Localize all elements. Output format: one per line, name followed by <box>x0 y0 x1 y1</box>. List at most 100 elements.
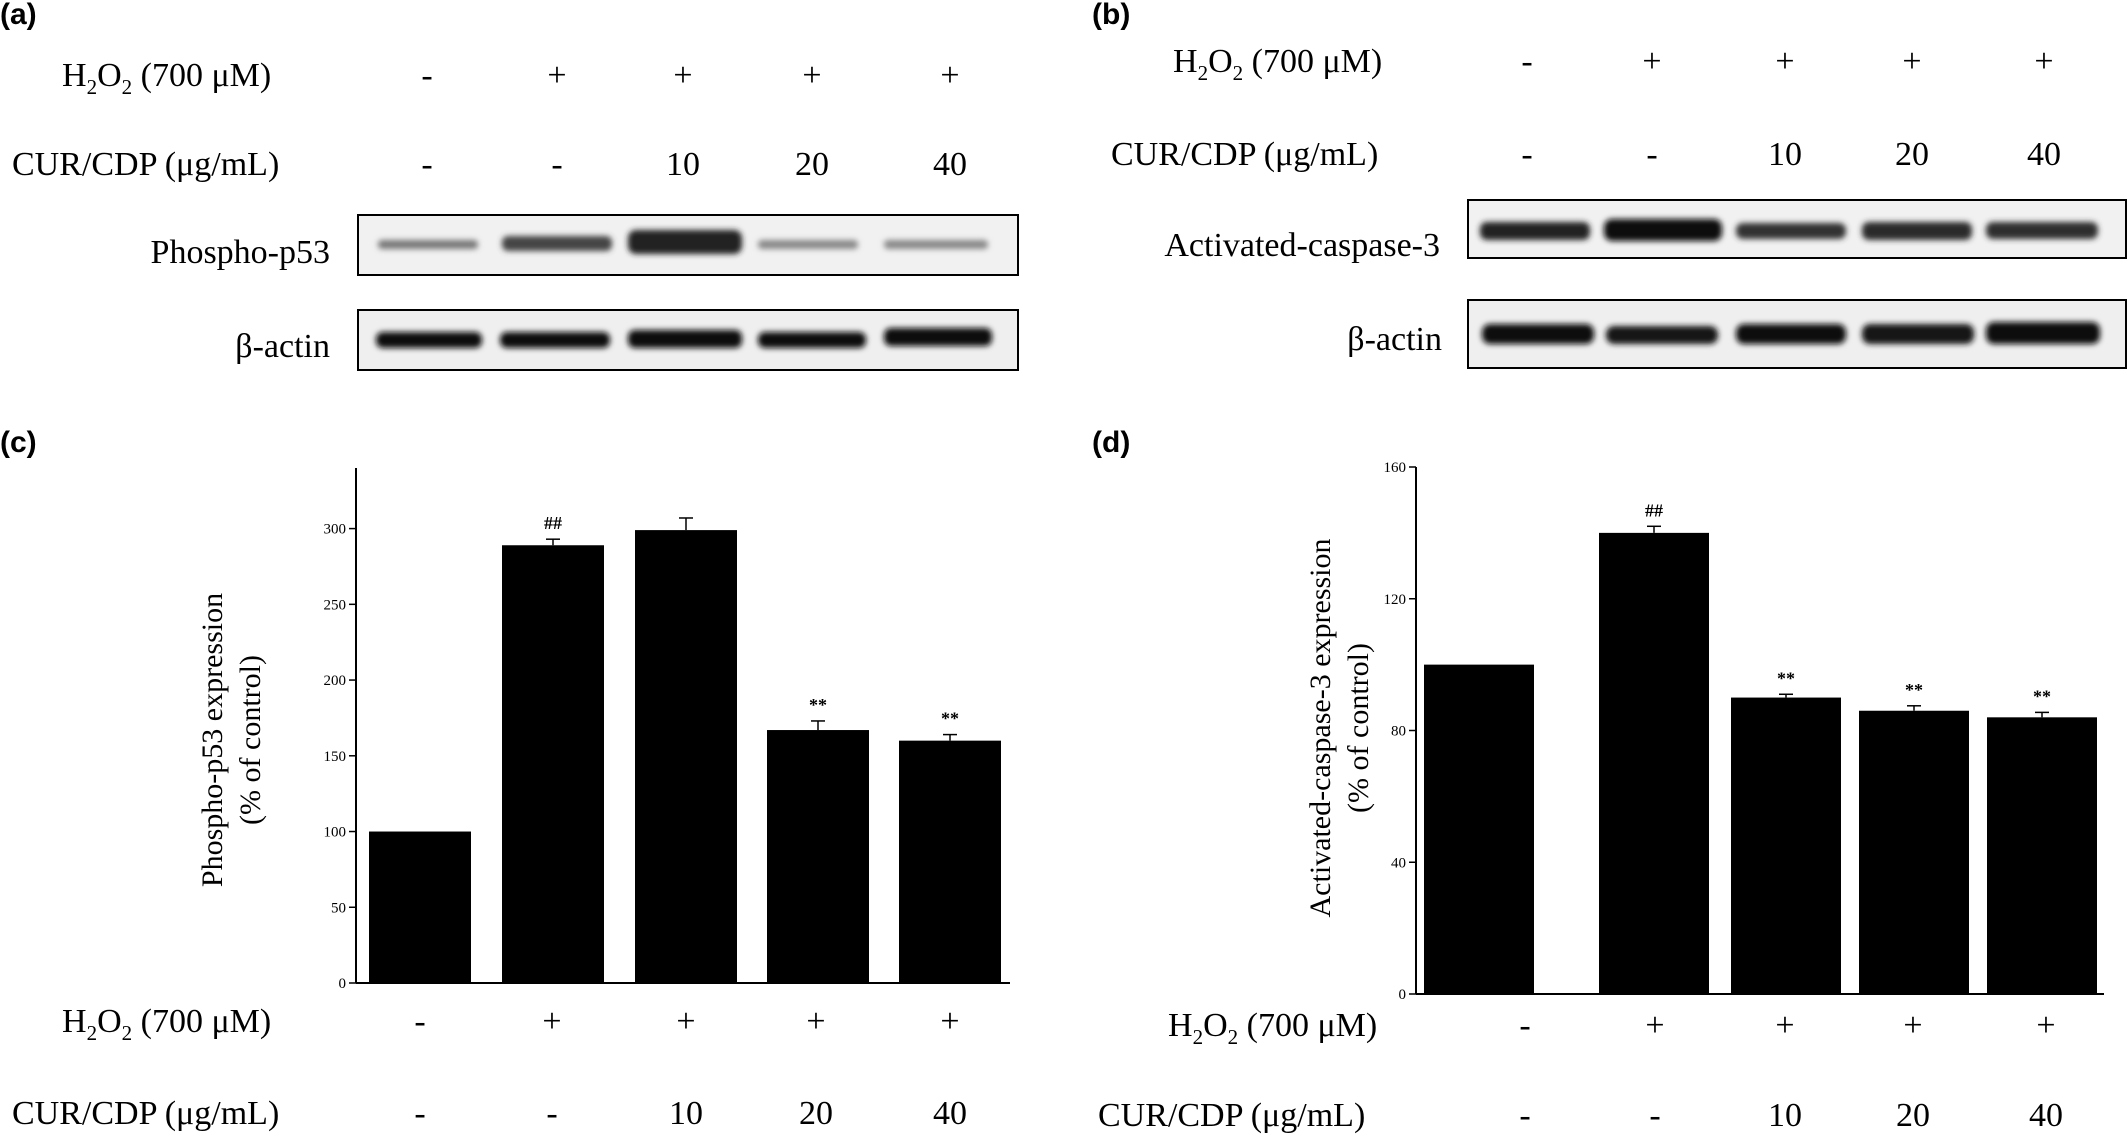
h2o2-value: + <box>1775 43 1794 80</box>
h2o2-label: H2O2 (700 μM) <box>1173 43 1382 85</box>
h2o2-value: + <box>542 1003 561 1040</box>
y-tick-label: 80 <box>1391 724 1406 740</box>
cur-row-b: CUR/CDP (μg/mL) - - 10 20 40 <box>1111 136 2061 173</box>
cur-value: - <box>1519 1097 1530 1134</box>
h2o2-value: - <box>421 57 432 94</box>
cur-row-d: CUR/CDP (μg/mL) - - 10 20 40 <box>1098 1097 2063 1134</box>
cur-value: 40 <box>933 1095 967 1132</box>
significance-mark: ** <box>809 695 827 715</box>
cur-row-c: CUR/CDP (μg/mL) - - 10 20 40 <box>12 1095 967 1132</box>
h2o2-value: + <box>676 1003 695 1040</box>
y-tick-label: 120 <box>1384 592 1407 608</box>
h2o2-row-a: H2O2 (700 μM) - + + + + <box>62 57 960 99</box>
y-tick-label: 0 <box>1399 987 1407 1003</box>
h2o2-value: - <box>414 1003 425 1040</box>
significance-mark: ## <box>544 513 562 533</box>
h2o2-value: + <box>2036 1007 2055 1044</box>
blot-a: Phospho-p53 β-actin <box>151 214 1019 371</box>
cur-value: 10 <box>1768 136 1802 173</box>
y-tick-label: 160 <box>1384 460 1407 476</box>
blot-b: Activated-caspase-3 β-actin <box>1164 199 2127 369</box>
cur-value: - <box>546 1095 557 1132</box>
h2o2-value: + <box>1775 1007 1794 1044</box>
h2o2-value: - <box>1521 43 1532 80</box>
bar <box>502 545 604 983</box>
h2o2-value: + <box>940 1003 959 1040</box>
significance-mark: ** <box>2033 686 2051 706</box>
cur-value: 40 <box>2029 1097 2063 1134</box>
chart-activated-caspase-3: 0 40 80 120 160 ## ** ** ** Activated-caspase-3 e… <box>1304 460 2104 1003</box>
h2o2-value: + <box>940 57 959 94</box>
h2o2-value: + <box>1642 43 1661 80</box>
cur-value: 20 <box>1895 136 1929 173</box>
h2o2-label: H2O2 (700 μM) <box>62 57 271 99</box>
cur-value: 40 <box>933 146 967 183</box>
bar <box>369 831 471 983</box>
y-axis-label-unit: (% of control) <box>234 655 267 825</box>
panel-label-d: (d) <box>1092 426 1130 459</box>
h2o2-value: + <box>547 57 566 94</box>
bar <box>1599 532 1709 994</box>
y-tick-label: 300 <box>324 522 347 538</box>
h2o2-value: + <box>2034 43 2053 80</box>
significance-mark: ** <box>1777 668 1795 688</box>
panel-label-a: (a) <box>0 0 37 31</box>
cur-label: CUR/CDP (μg/mL) <box>12 1095 279 1132</box>
h2o2-value: - <box>1519 1007 1530 1044</box>
y-tick-label: 200 <box>324 673 347 689</box>
cur-label: CUR/CDP (μg/mL) <box>1098 1097 1365 1134</box>
bar <box>1859 710 1969 994</box>
bar <box>635 530 737 983</box>
blot-a-row1-label: Phospho-p53 <box>151 234 330 271</box>
blot-a-row2-label: β-actin <box>235 328 330 365</box>
h2o2-value: + <box>673 57 692 94</box>
cur-value: - <box>1521 136 1532 173</box>
h2o2-row-d: H2O2 (700 μM) - + + + + <box>1168 1007 2056 1049</box>
bar <box>899 740 1001 983</box>
y-axis-label-unit: (% of control) <box>1342 643 1375 813</box>
bar <box>1987 717 2097 994</box>
h2o2-value: + <box>1902 43 1921 80</box>
panel-label-c: (c) <box>0 426 37 459</box>
h2o2-label: H2O2 (700 μM) <box>62 1003 271 1045</box>
blot-b-row1-label: Activated-caspase-3 <box>1164 227 1440 264</box>
y-tick-label: 40 <box>1391 855 1406 871</box>
cur-value: - <box>551 146 562 183</box>
cur-value: 40 <box>2027 136 2061 173</box>
cur-value: - <box>414 1095 425 1132</box>
panel-label-b: (b) <box>1092 0 1130 31</box>
blot-a-row2-bands <box>376 328 992 348</box>
significance-mark: ** <box>1905 680 1923 700</box>
bar <box>767 730 869 983</box>
h2o2-label: H2O2 (700 μM) <box>1168 1007 1377 1049</box>
h2o2-row-c: H2O2 (700 μM) - + + + + <box>62 1003 960 1045</box>
cur-value: 10 <box>669 1095 703 1132</box>
blot-b-row2-bands <box>1482 322 2100 344</box>
cur-value: 10 <box>1768 1097 1802 1134</box>
significance-mark: ** <box>941 709 959 729</box>
cur-value: 20 <box>799 1095 833 1132</box>
y-tick-label: 50 <box>331 900 346 916</box>
h2o2-value: + <box>802 57 821 94</box>
blot-b-row1-bands <box>1480 219 2098 241</box>
y-tick-label: 250 <box>324 597 347 613</box>
cur-label: CUR/CDP (μg/mL) <box>12 146 279 183</box>
y-tick-label: 150 <box>324 749 347 765</box>
chart-phospho-p53: 0 50 100 150 200 250 300 ## ** ** Phospho-p53 expr… <box>196 468 1010 992</box>
blot-b-row2-label: β-actin <box>1347 321 1442 358</box>
y-axis-label: Phospho-p53 expression <box>196 593 229 887</box>
cur-value: - <box>421 146 432 183</box>
y-axis-label: Activated-caspase-3 expression <box>1304 538 1337 917</box>
h2o2-value: + <box>806 1003 825 1040</box>
significance-mark: ## <box>1645 500 1663 520</box>
y-tick-label: 0 <box>339 976 347 992</box>
h2o2-value: + <box>1903 1007 1922 1044</box>
blot-a-row1-bands <box>378 230 988 254</box>
bar <box>1731 697 1841 994</box>
cur-value: - <box>1646 136 1657 173</box>
cur-label: CUR/CDP (μg/mL) <box>1111 136 1378 173</box>
h2o2-value: + <box>1645 1007 1664 1044</box>
cur-value: 20 <box>795 146 829 183</box>
y-tick-label: 100 <box>324 825 347 841</box>
